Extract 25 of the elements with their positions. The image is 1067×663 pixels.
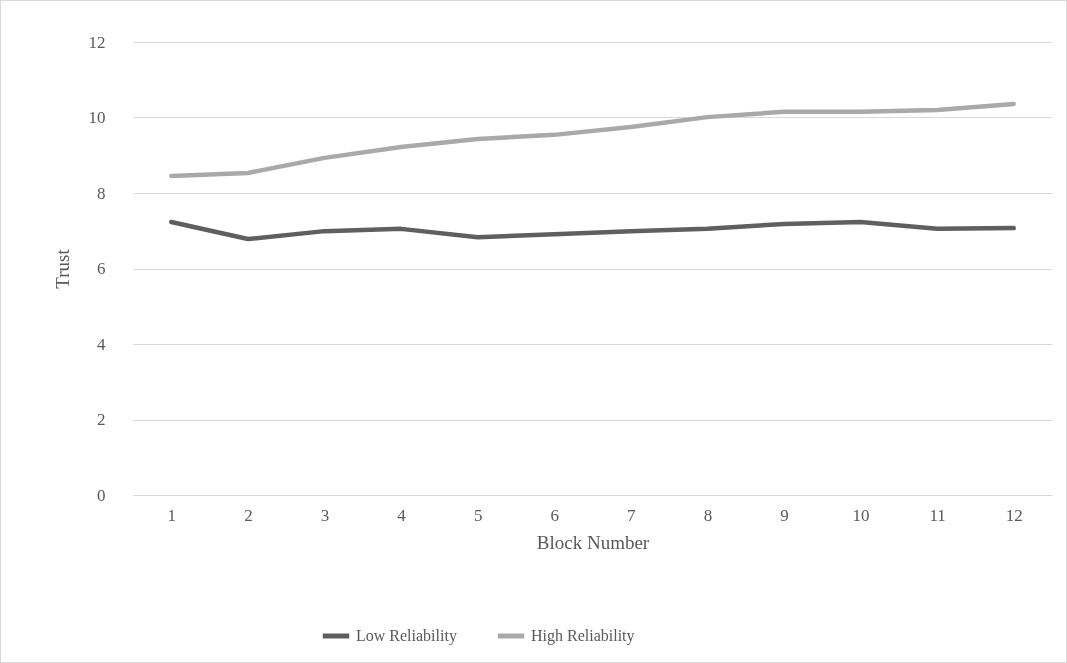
line-series xyxy=(169,101,1016,179)
x-tick-label: 11 xyxy=(929,505,946,525)
x-tick-label: 1 xyxy=(167,505,177,525)
x-tick-label: 5 xyxy=(473,505,483,525)
legend-label: Low Reliability xyxy=(356,627,457,645)
y-tick-label: 2 xyxy=(97,410,106,429)
x-tick-label: 8 xyxy=(703,505,713,525)
x-tick-label: 9 xyxy=(780,505,789,525)
x-tick-label: 6 xyxy=(550,505,559,525)
x-tick-label: 7 xyxy=(627,505,637,525)
x-tick-label: 12 xyxy=(1005,505,1023,525)
y-tick-label: 6 xyxy=(97,259,106,278)
y-tick-label: 0 xyxy=(97,485,106,505)
y-tick-label: 8 xyxy=(97,183,106,203)
x-tick-label: 4 xyxy=(397,505,407,525)
y-axis-title: Trust xyxy=(51,248,73,289)
y-tick-label: 4 xyxy=(97,334,106,354)
x-tick-label: 3 xyxy=(320,505,330,525)
x-tick-label: 2 xyxy=(244,505,253,525)
x-axis-title: Block Number xyxy=(536,531,650,553)
line-series xyxy=(169,219,1016,242)
legend-label: High Reliability xyxy=(531,627,635,645)
y-tick-label: 10 xyxy=(88,108,106,127)
x-tick-label: 10 xyxy=(852,505,870,525)
y-tick-label: 12 xyxy=(88,32,106,52)
